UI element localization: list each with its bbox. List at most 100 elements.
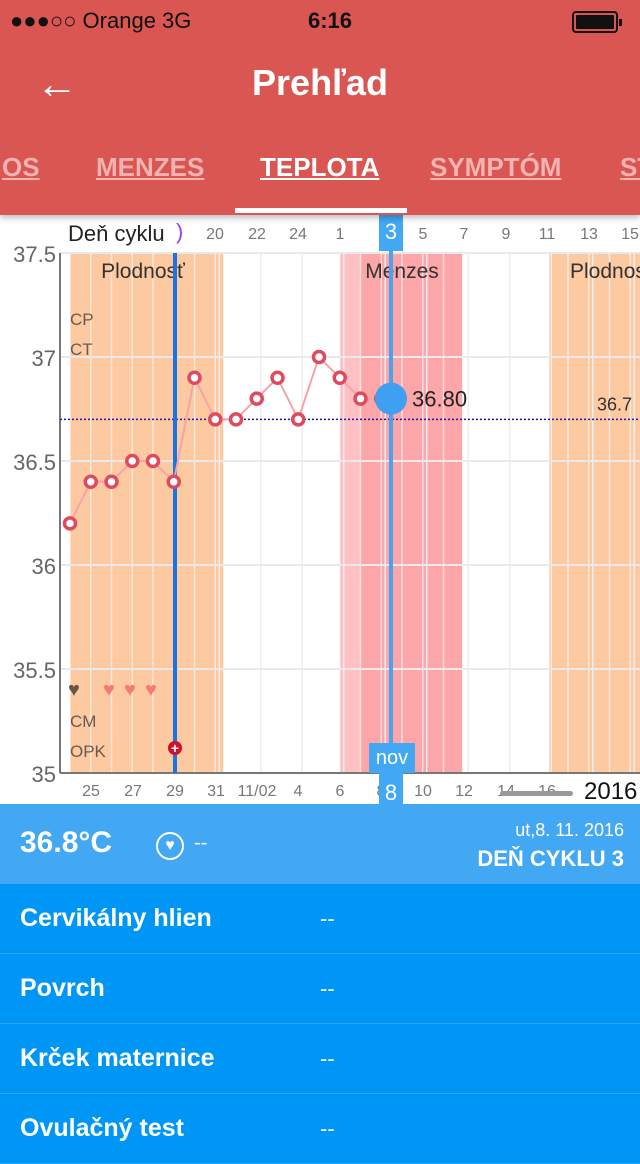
selected-month-label: nov xyxy=(376,747,408,769)
back-arrow-icon[interactable]: ← xyxy=(36,60,78,107)
date-tick-label: 12 xyxy=(455,783,473,800)
date-tick-label: 11/02 xyxy=(238,783,277,800)
data-point xyxy=(270,370,285,386)
tab-bar: OS MENZES TEPLOTA SYMPTÓM ST xyxy=(0,152,640,192)
battery-icon xyxy=(572,11,622,33)
detail-row-cervix[interactable]: Krček maternice -- xyxy=(0,1024,640,1094)
detail-value: -- xyxy=(320,906,335,931)
date-tick-label: 25 xyxy=(82,783,100,800)
heart-icon: ♥ xyxy=(103,679,115,701)
data-point xyxy=(353,391,368,406)
row-label: CT xyxy=(70,340,93,359)
heart-icon: ♥ xyxy=(145,679,157,701)
tab-st[interactable]: ST xyxy=(620,152,640,182)
cycle-tick-label: 22 xyxy=(248,226,266,243)
plus-icon: + xyxy=(171,740,179,756)
selected-point xyxy=(375,382,407,415)
band-label-fertile: Plodnosť xyxy=(570,260,640,283)
data-point xyxy=(83,474,98,490)
cycle-day-label: Deň cyklu xyxy=(68,221,165,246)
data-point xyxy=(166,474,181,490)
data-point xyxy=(208,412,223,427)
cycle-tick-label: 9 xyxy=(502,226,511,243)
row-label: CM xyxy=(70,712,96,731)
temperature-line xyxy=(69,355,382,524)
row-label: CP xyxy=(70,310,94,329)
cycle-start-marker: ) xyxy=(176,219,183,244)
data-point xyxy=(291,412,306,427)
y-tick-label: 36 xyxy=(32,554,56,579)
clock: 6:16 xyxy=(308,8,353,33)
carrier: ●●●○○ Orange 3G xyxy=(10,8,192,33)
detail-row-surface[interactable]: Povrch -- xyxy=(0,954,640,1024)
active-tab-indicator xyxy=(235,208,407,213)
sex-value: -- xyxy=(194,832,208,854)
y-tick-label: 37 xyxy=(32,346,56,371)
detail-value: -- xyxy=(320,1116,335,1141)
tab-menzes[interactable]: MENZES xyxy=(96,152,205,182)
heart-icon: ♥ xyxy=(156,832,184,860)
coverline-label: 36.7 xyxy=(597,394,632,414)
detail-label: Krček maternice xyxy=(20,1044,215,1072)
detail-label: Ovulačný test xyxy=(20,1114,184,1142)
cycle-tick-label: 15 xyxy=(621,226,639,243)
cycle-tick-label: 24 xyxy=(289,226,307,243)
detail-list: Cervikálny hlien -- Povrch -- Krček matern… xyxy=(0,884,640,1164)
selected-cycle-day-box xyxy=(379,215,403,251)
date-tick-label: 27 xyxy=(124,783,142,800)
data-point xyxy=(145,453,161,469)
temperature-chart[interactable]: 3535.53636.53737.5PlodnosťMenzesPlodnosť… xyxy=(0,215,640,804)
selected-date: ut,8. 11. 2016 xyxy=(515,820,624,840)
status-bar: ●●●○○ Orange 3G 6:16 xyxy=(10,8,630,34)
y-tick-label: 37.5 xyxy=(13,242,56,267)
row-label: OPK xyxy=(70,742,107,761)
selected-month-box xyxy=(369,743,415,773)
cycle-day: DEŇ CYKLU 3 xyxy=(477,846,624,871)
selected-day-summary: 36.8°C ♥ -- ut,8. 11. 2016 DEŇ CYKLU 3 xyxy=(0,804,640,884)
detail-label: Povrch xyxy=(20,974,105,1002)
selected-day-box xyxy=(379,773,403,804)
fertile-band xyxy=(70,253,224,773)
menses-band xyxy=(360,253,463,773)
y-tick-label: 36.5 xyxy=(13,450,56,475)
data-point xyxy=(187,370,202,386)
data-point xyxy=(125,453,140,469)
data-point xyxy=(311,349,327,365)
menses-band-light xyxy=(339,253,361,773)
horizontal-scrollbar[interactable] xyxy=(500,791,573,796)
heart-icon: ♥ xyxy=(68,679,80,701)
date-tick-label: 29 xyxy=(166,783,184,800)
detail-value: -- xyxy=(320,1046,335,1071)
detail-label: Cervikálny hlien xyxy=(20,904,212,932)
selected-day-label: 8 xyxy=(385,780,397,804)
data-point xyxy=(228,412,244,427)
data-point xyxy=(104,474,119,490)
y-tick-label: 35 xyxy=(32,762,56,787)
data-point xyxy=(62,516,78,531)
cycle-tick-label: 1 xyxy=(336,226,345,243)
tab-symptom[interactable]: SYMPTÓM xyxy=(430,152,562,182)
date-tick-label: 4 xyxy=(294,783,303,800)
opk-positive-icon xyxy=(168,741,182,755)
page-title: Prehľad xyxy=(252,62,388,103)
detail-value: -- xyxy=(320,976,335,1001)
year-label: 2016 xyxy=(584,778,637,804)
heart-icon: ♥ xyxy=(124,679,136,701)
date-tick-label: 10 xyxy=(414,783,432,800)
detail-row-ovulation-test[interactable]: Ovulačný test -- xyxy=(0,1094,640,1164)
detail-row-cervical-mucus[interactable]: Cervikálny hlien -- xyxy=(0,884,640,954)
date-tick-label: 31 xyxy=(207,783,225,800)
data-point xyxy=(332,370,347,386)
selected-value-label: 36.80 xyxy=(412,387,467,412)
tab-os[interactable]: OS xyxy=(2,152,40,182)
cycle-tick-label: 7 xyxy=(460,226,469,243)
app-header: ●●●○○ Orange 3G 6:16 ← Prehľad OS MENZES… xyxy=(0,0,640,215)
cycle-tick-label: 20 xyxy=(206,226,224,243)
band-label-menses: Menzes xyxy=(365,260,439,283)
temperature-value: 36.8°C xyxy=(20,826,113,859)
date-tick-label: 6 xyxy=(336,783,345,800)
cycle-tick-label: 13 xyxy=(580,226,598,243)
y-tick-label: 35.5 xyxy=(13,658,56,683)
cycle-tick-label: 11 xyxy=(539,226,556,243)
tab-teplota[interactable]: TEPLOTA xyxy=(260,152,380,182)
